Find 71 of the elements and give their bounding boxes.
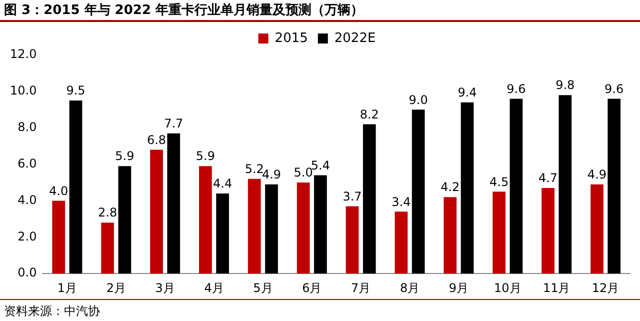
x-tick-label: 9月 <box>448 280 469 295</box>
data-label: 3.7 <box>342 189 362 204</box>
bar <box>542 188 554 274</box>
bar <box>248 178 261 274</box>
bar <box>296 182 310 274</box>
y-tick-label: 10.0 <box>10 84 37 98</box>
bar <box>69 100 82 274</box>
data-label: 5.9 <box>196 149 215 164</box>
y-tick-label: 6.0 <box>18 156 37 170</box>
data-label: 4.7 <box>538 171 558 186</box>
y-tick-label: 2.0 <box>18 229 37 244</box>
chart-title: 图 3：2015 年与 2022 年重卡行业单月销量及预测（万辆） <box>0 0 640 22</box>
x-tick-label: 5月 <box>253 280 273 295</box>
bar <box>608 98 621 274</box>
bar <box>558 95 572 274</box>
data-label: 8.2 <box>360 107 379 122</box>
y-tick-label: 0.0 <box>18 266 37 280</box>
data-label: 5.0 <box>294 166 313 180</box>
y-tick-label: 4.0 <box>18 192 37 207</box>
data-label: 9.5 <box>66 84 86 98</box>
bar <box>412 110 425 274</box>
x-tick-label: 2月 <box>106 280 126 295</box>
x-tick-label: 10月 <box>494 280 522 295</box>
y-tick-label: 12.0 <box>10 47 37 62</box>
x-tick-label: 7月 <box>351 280 371 295</box>
data-label: 5.4 <box>310 158 330 172</box>
bar <box>118 166 132 274</box>
data-label: 5.2 <box>244 162 264 176</box>
data-label: 4.9 <box>587 167 607 182</box>
bar <box>492 192 506 274</box>
data-label: 4.5 <box>490 174 509 189</box>
bar <box>460 102 474 274</box>
data-label: 2.8 <box>98 206 118 220</box>
data-label: 5.9 <box>115 149 134 164</box>
data-label: 6.8 <box>146 132 166 147</box>
data-label: 4.2 <box>440 180 460 194</box>
bar <box>510 98 523 274</box>
bar <box>590 184 604 274</box>
bar <box>167 133 180 274</box>
data-label: 9.4 <box>458 85 477 100</box>
x-tick-label: 8月 <box>400 280 420 295</box>
bar <box>346 206 359 274</box>
legend-label: 2015 <box>274 30 308 46</box>
x-tick-label: 12月 <box>592 280 620 295</box>
bar <box>199 166 212 274</box>
x-tick-label: 3月 <box>155 280 175 295</box>
bar <box>150 150 163 274</box>
x-tick-label: 1月 <box>57 280 78 295</box>
bar <box>52 200 66 274</box>
bar <box>265 184 278 274</box>
bar <box>444 197 457 274</box>
legend-label: 2022E <box>334 30 376 46</box>
x-tick-label: 11月 <box>542 280 570 295</box>
data-label: 4.9 <box>262 167 282 182</box>
x-tick-label: 4月 <box>204 280 224 295</box>
data-label: 9.6 <box>604 82 624 96</box>
data-label: 4.0 <box>49 184 68 198</box>
y-tick-label: 8.0 <box>18 120 37 134</box>
bar <box>394 212 408 274</box>
bar <box>216 193 229 274</box>
data-label: 9.8 <box>556 78 575 92</box>
data-label: 3.4 <box>392 194 411 209</box>
x-tick-label: 6月 <box>302 280 322 295</box>
bar <box>101 222 114 274</box>
bar <box>362 124 376 274</box>
text: 资料来源：中汽协 <box>0 299 640 321</box>
data-label: 9.6 <box>506 82 526 96</box>
data-label: 4.4 <box>213 176 232 191</box>
data-label: 7.7 <box>164 116 184 130</box>
data-label: 9.0 <box>408 92 428 107</box>
bar <box>314 175 327 274</box>
